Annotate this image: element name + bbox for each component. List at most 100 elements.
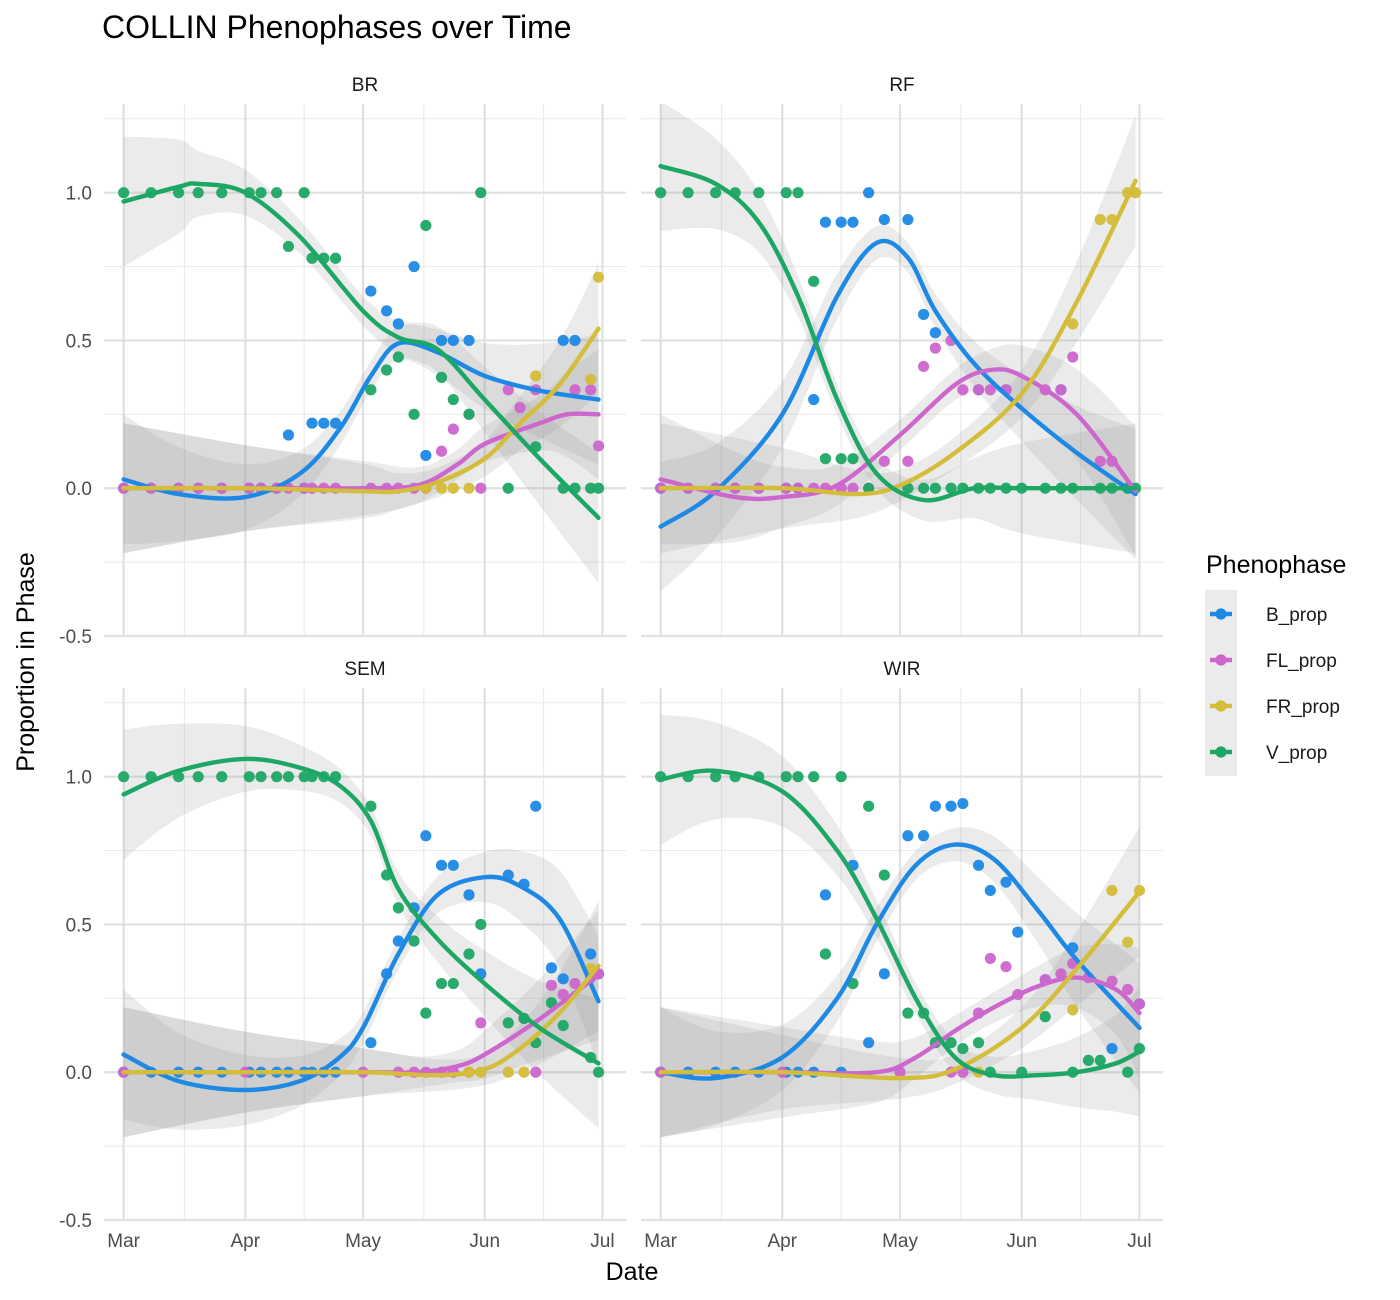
y-tick-label: -0.5 bbox=[59, 627, 92, 648]
data-point-fr-prop bbox=[592, 271, 605, 283]
legend-key-dot bbox=[1215, 654, 1227, 666]
x-tick-label: Mar bbox=[107, 1231, 140, 1252]
data-point-v-prop bbox=[329, 252, 342, 264]
data-point-v-prop bbox=[298, 187, 310, 199]
y-tick-label: 0.5 bbox=[66, 915, 92, 936]
data-point-b-prop bbox=[929, 327, 941, 339]
data-point-v-prop bbox=[655, 187, 667, 199]
data-point-b-prop bbox=[463, 889, 475, 901]
data-point-v-prop bbox=[392, 351, 404, 363]
data-point-v-prop bbox=[808, 275, 820, 287]
x-tick-label: Jun bbox=[469, 1231, 500, 1252]
legend-item-v-prop: V_prop bbox=[1210, 743, 1327, 764]
x-tick-label: Jun bbox=[1006, 1231, 1037, 1252]
data-point-b-prop bbox=[463, 334, 475, 347]
data-point-b-prop bbox=[929, 800, 941, 812]
data-point-v-prop bbox=[216, 771, 228, 783]
data-point-v-prop bbox=[420, 1007, 432, 1019]
data-point-v-prop bbox=[972, 1037, 985, 1049]
data-point-v-prop bbox=[255, 771, 267, 783]
data-point-fl-prop bbox=[514, 401, 526, 414]
confidence-band-b-prop bbox=[660, 224, 1136, 592]
data-point-v-prop bbox=[863, 800, 875, 812]
data-point-v-prop bbox=[863, 482, 875, 494]
legend-label: FR_prop bbox=[1266, 697, 1340, 718]
data-point-b-prop bbox=[957, 797, 969, 810]
data-point-v-prop bbox=[847, 453, 859, 465]
data-point-v-prop bbox=[408, 935, 420, 947]
data-point-fl-prop bbox=[847, 482, 859, 494]
data-point-v-prop bbox=[475, 918, 487, 931]
data-point-fl-prop bbox=[1122, 983, 1134, 996]
data-point-v-prop bbox=[1122, 1066, 1134, 1078]
data-point-b-prop bbox=[917, 830, 930, 842]
legend-title: Phenophase bbox=[1206, 551, 1346, 579]
data-point-b-prop bbox=[878, 213, 890, 226]
data-point-fr-prop bbox=[447, 482, 459, 494]
data-point-fr-prop bbox=[502, 1066, 514, 1078]
data-point-v-prop bbox=[118, 187, 130, 199]
chart-title: COLLIN Phenophases over Time bbox=[102, 9, 572, 45]
data-point-fl-prop bbox=[475, 1017, 487, 1029]
data-point-fl-prop bbox=[972, 384, 985, 396]
data-point-v-prop bbox=[780, 187, 792, 199]
data-point-v-prop bbox=[1094, 1054, 1106, 1066]
data-point-v-prop bbox=[435, 371, 448, 383]
smooth-line-v-prop bbox=[121, 756, 601, 1066]
data-point-b-prop bbox=[306, 417, 318, 429]
data-point-fr-prop bbox=[1094, 213, 1106, 226]
x-axis-title: Date bbox=[606, 1258, 659, 1286]
data-point-b-prop bbox=[835, 216, 847, 228]
data-point-b-prop bbox=[902, 213, 914, 226]
legend-item-fl-prop: FL_prop bbox=[1210, 651, 1337, 672]
panel-sem: SEM -0.5 0.0 0.5 1.0 Mar Apr May Jun Jul bbox=[59, 659, 626, 1252]
data-point-b-prop bbox=[392, 935, 404, 947]
data-point-v-prop bbox=[243, 771, 255, 783]
data-point-b-prop bbox=[420, 449, 432, 462]
legend-label: FL_prop bbox=[1266, 651, 1337, 672]
data-point-v-prop bbox=[682, 187, 694, 199]
strip-label: WIR bbox=[884, 659, 921, 680]
data-point-b-prop bbox=[878, 968, 890, 980]
smooth-line-fl-prop bbox=[658, 367, 1138, 502]
data-point-v-prop bbox=[753, 187, 765, 199]
panel-br: BR -0.5 0.0 0.5 1.0 bbox=[59, 75, 626, 648]
smooth-line-fr-prop bbox=[121, 326, 601, 495]
data-point-fl-prop bbox=[569, 977, 581, 990]
data-point-v-prop bbox=[945, 1037, 957, 1049]
x-tick-label: Apr bbox=[231, 1231, 261, 1252]
data-point-v-prop bbox=[282, 771, 295, 783]
legend-key-background bbox=[1205, 590, 1237, 776]
data-point-b-prop bbox=[1000, 876, 1012, 888]
confidence-band-b-prop bbox=[123, 848, 599, 1130]
data-point-v-prop bbox=[408, 408, 420, 420]
smooth-line-b-prop bbox=[658, 842, 1142, 1081]
data-point-v-prop bbox=[216, 187, 228, 199]
data-point-b-prop bbox=[808, 393, 820, 406]
data-point-v-prop bbox=[780, 771, 792, 783]
data-point-fl-prop bbox=[585, 384, 597, 396]
data-point-b-prop bbox=[435, 859, 448, 871]
confidence-band-v-prop bbox=[123, 136, 599, 583]
panel-rf: RF bbox=[641, 75, 1163, 638]
data-point-v-prop bbox=[545, 997, 558, 1009]
data-point-b-prop bbox=[365, 285, 377, 297]
data-point-fl-prop bbox=[447, 423, 459, 435]
data-point-b-prop bbox=[447, 859, 459, 871]
data-point-b-prop bbox=[318, 417, 330, 429]
data-point-v-prop bbox=[592, 482, 605, 494]
y-tick-label: 0.0 bbox=[66, 1063, 92, 1084]
data-point-v-prop bbox=[557, 1019, 569, 1032]
data-point-v-prop bbox=[957, 1042, 969, 1055]
data-point-fl-prop bbox=[984, 384, 996, 396]
data-point-b-prop bbox=[984, 884, 996, 897]
data-point-fr-prop bbox=[518, 1066, 530, 1078]
facet-panels: BR -0.5 0.0 0.5 1.0 RF SEM -0.5 0.0 0.5 1.0 Mar Apr M… bbox=[59, 75, 1163, 1252]
data-point-v-prop bbox=[929, 482, 941, 494]
data-point-v-prop bbox=[255, 187, 267, 199]
y-tick-label: 0.5 bbox=[66, 331, 92, 352]
data-point-fl-prop bbox=[592, 440, 605, 452]
data-point-b-prop bbox=[972, 859, 985, 871]
x-tick-label: Mar bbox=[644, 1231, 677, 1252]
